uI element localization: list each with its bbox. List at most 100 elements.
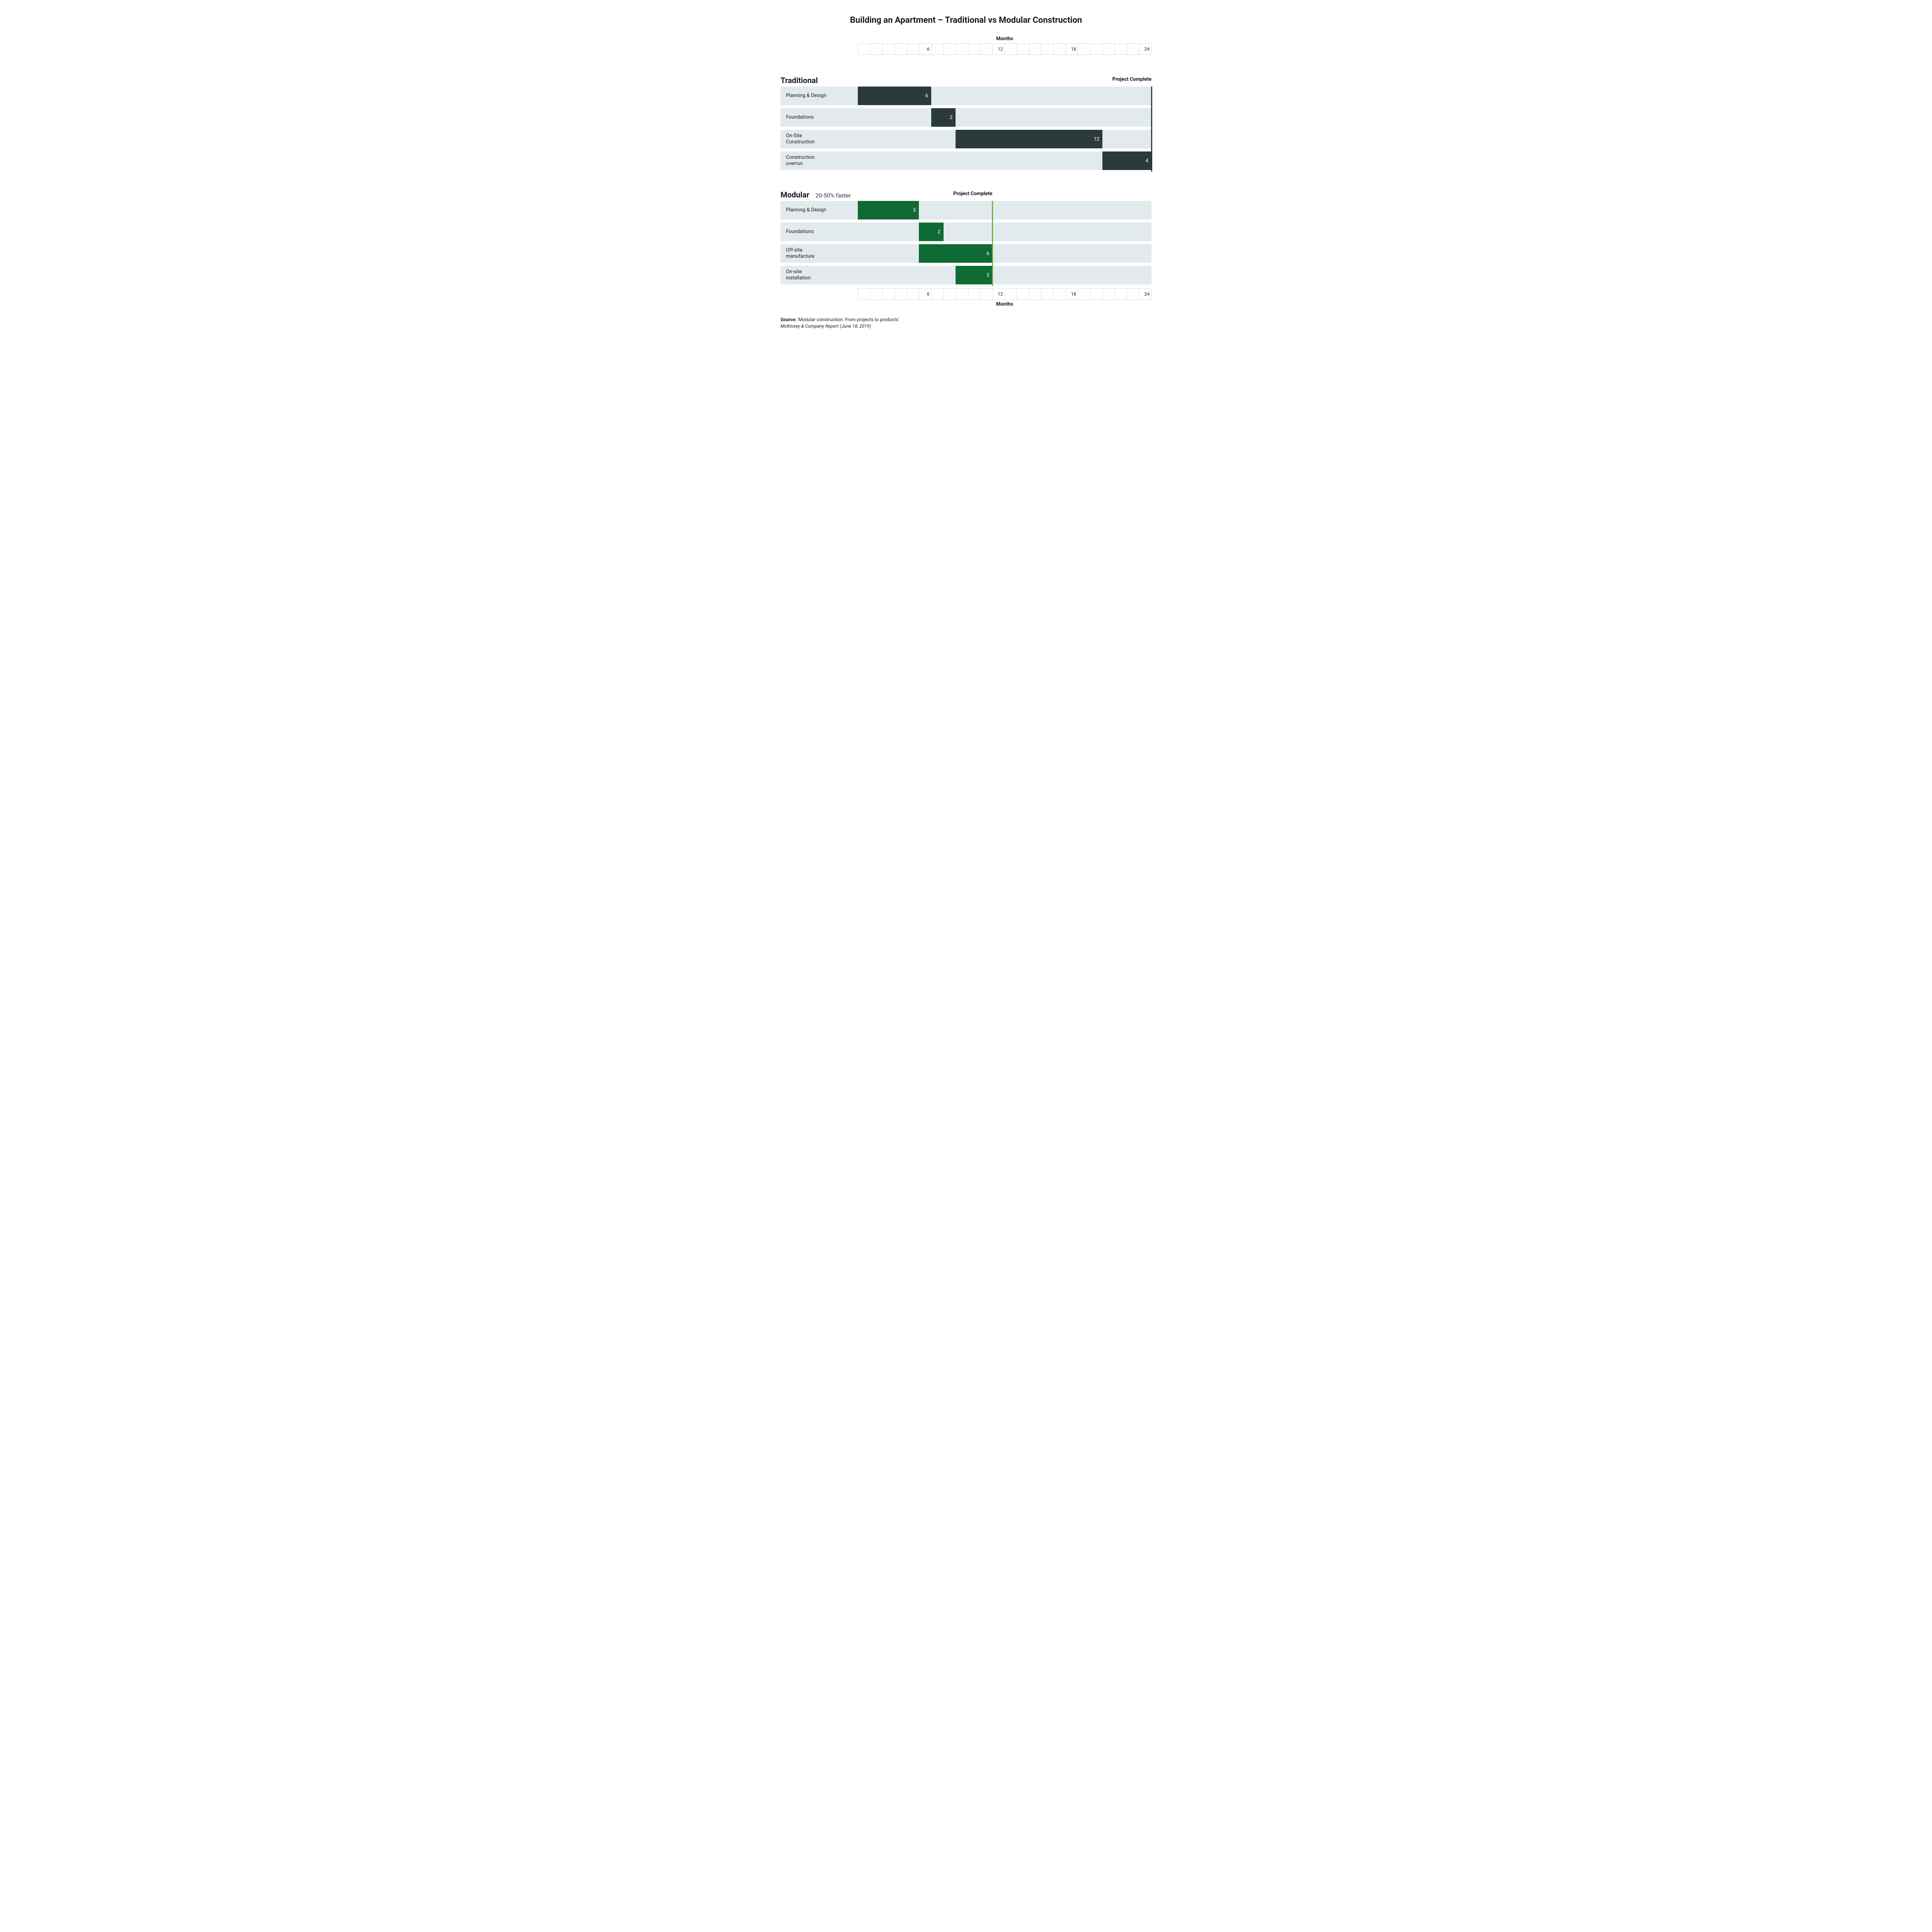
bar-fill: 6	[858, 87, 931, 105]
axis-cell: 12	[993, 288, 1005, 300]
axis-cell	[871, 288, 883, 300]
bottom-axis: 6 12 18 24 Months	[858, 288, 1151, 307]
top-axis-label: Months	[858, 36, 1151, 42]
section-header: Modular 20-50% faster	[781, 190, 1151, 199]
axis-cell	[895, 288, 907, 300]
axis-cell	[1017, 288, 1029, 300]
axis-cell	[907, 43, 920, 55]
bar-fill: 6	[919, 244, 992, 263]
bar-fill: 3	[956, 266, 992, 284]
row-label: Planning & Design	[781, 87, 858, 105]
source-title: 'Modular construction: From projects to …	[798, 317, 899, 322]
axis-cell	[1054, 288, 1066, 300]
source-prefix: Source:	[781, 317, 796, 322]
bar-area: 2	[858, 223, 1151, 241]
gantt-row: Foundations 2	[781, 223, 1151, 241]
row-label: Constructionoverrun	[781, 151, 858, 170]
axis-cell	[907, 288, 920, 300]
axis-cell: 6	[919, 43, 932, 55]
axis-cell	[895, 43, 907, 55]
bar-area: 6	[858, 244, 1151, 263]
row-label: On-siteinstallation	[781, 266, 858, 284]
axis-cell	[968, 288, 981, 300]
row-label: Off-sitemanufacture	[781, 244, 858, 263]
bottom-axis-label: Months	[858, 301, 1151, 307]
bar-fill: 4	[1102, 151, 1151, 170]
axis-cell	[1054, 43, 1066, 55]
sections-container: TraditionalPlanning & Design6Foundations…	[781, 59, 1151, 284]
gantt-row: Foundations 2	[781, 108, 1151, 127]
section-title: Modular	[781, 190, 810, 199]
gantt-row: Planning & Design6	[781, 87, 1151, 105]
bar-area: 4	[858, 151, 1151, 170]
source-publisher: McKinsey & Company Report (June 18, 2019…	[781, 323, 1151, 330]
axis-cell	[1127, 288, 1139, 300]
section-subtitle: 20-50% faster	[816, 192, 851, 199]
top-axis-grid: 6 12 18 24	[858, 43, 1151, 55]
bar-fill: 12	[956, 130, 1102, 148]
axis-cell	[1127, 43, 1139, 55]
axis-cell: 24	[1139, 43, 1151, 55]
axis-cell: 18	[1066, 43, 1078, 55]
chart-title: Building an Apartment – Traditional vs M…	[781, 15, 1151, 25]
bar-area: 3	[858, 266, 1151, 284]
axis-cell	[1090, 288, 1103, 300]
row-label: Foundations	[781, 223, 858, 241]
axis-cell	[944, 43, 956, 55]
axis-cell	[883, 43, 895, 55]
axis-cell	[932, 43, 944, 55]
rows: Planning & Design5Foundations2Off-sitema…	[781, 201, 1151, 284]
axis-cell	[968, 43, 981, 55]
axis-cell	[1029, 288, 1042, 300]
gantt-row: On-siteinstallation 3	[781, 266, 1151, 284]
section-modular: Modular20-50% fasterPlanning & Design5Fo…	[781, 173, 1151, 284]
axis-cell	[871, 43, 883, 55]
axis-cell	[980, 43, 993, 55]
section-header: Traditional	[781, 76, 1151, 85]
axis-cell	[1041, 43, 1054, 55]
axis-cell: 6	[919, 288, 932, 300]
axis-cell: 12	[993, 43, 1005, 55]
gantt-row: Constructionoverrun 4	[781, 151, 1151, 170]
bar-fill: 2	[919, 223, 943, 241]
bar-fill: 2	[931, 108, 956, 127]
gantt-row: On-SiteConstruction 12	[781, 130, 1151, 148]
bar-fill: 5	[858, 201, 919, 219]
axis-cell	[980, 288, 993, 300]
source-citation: Source: 'Modular construction: From proj…	[781, 316, 1151, 330]
section-title: Traditional	[781, 76, 818, 85]
top-axis: Months 6 12 18 24	[858, 36, 1151, 55]
axis-cell	[1078, 43, 1090, 55]
axis-cell	[1005, 43, 1017, 55]
axis-cell	[1041, 288, 1054, 300]
bar-area: 12	[858, 130, 1151, 148]
axis-cell: 18	[1066, 288, 1078, 300]
axis-cell	[858, 288, 871, 300]
bottom-axis-grid: 6 12 18 24	[858, 288, 1151, 300]
axis-cell	[1103, 43, 1115, 55]
bar-area: 6	[858, 87, 1151, 105]
axis-cell	[1115, 43, 1127, 55]
bar-area: 2	[858, 108, 1151, 127]
row-label: Foundations	[781, 108, 858, 127]
axis-cell	[1005, 288, 1017, 300]
axis-cell	[1115, 288, 1127, 300]
gantt-row: Planning & Design5	[781, 201, 1151, 219]
axis-cell	[956, 288, 968, 300]
section-traditional: TraditionalPlanning & Design6Foundations…	[781, 59, 1151, 170]
axis-cell	[858, 43, 871, 55]
axis-cell	[883, 288, 895, 300]
gantt-row: Off-sitemanufacture 6	[781, 244, 1151, 263]
axis-cell: 24	[1139, 288, 1151, 300]
axis-cell	[1090, 43, 1103, 55]
axis-cell	[1103, 288, 1115, 300]
chart-container: Building an Apartment – Traditional vs M…	[781, 15, 1151, 330]
axis-cell	[1029, 43, 1042, 55]
rows: Planning & Design6Foundations2On-SiteCon…	[781, 87, 1151, 170]
bar-area: 5	[858, 201, 1151, 219]
axis-cell	[956, 43, 968, 55]
row-label: Planning & Design	[781, 201, 858, 219]
row-label: On-SiteConstruction	[781, 130, 858, 148]
axis-cell	[932, 288, 944, 300]
axis-cell	[1078, 288, 1090, 300]
